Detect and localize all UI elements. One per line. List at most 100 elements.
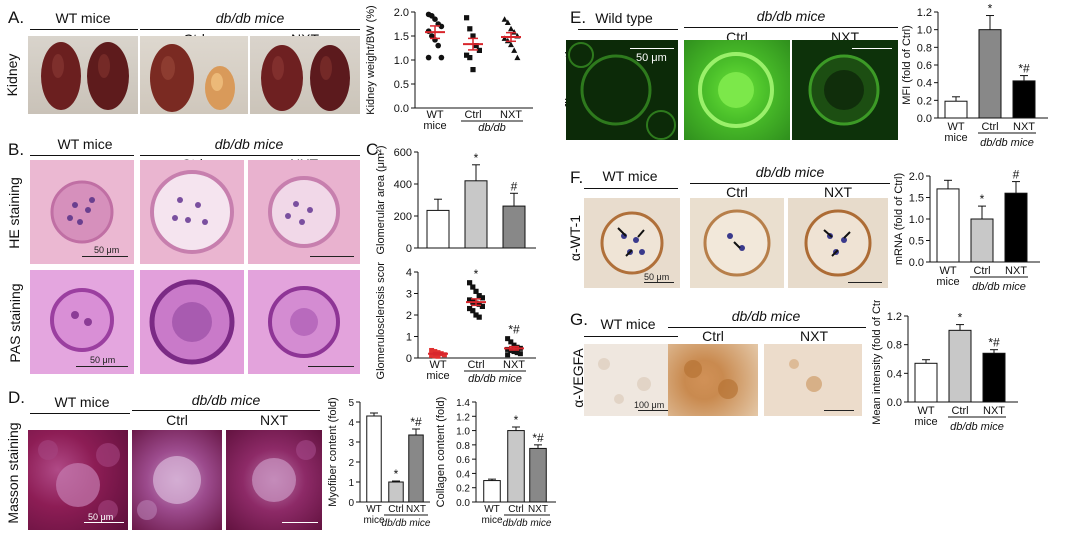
panel-g-label: G. (570, 310, 588, 329)
myofiber-content-x-tick-label: Ctrl (388, 504, 404, 515)
mfi-sig-label: * (988, 2, 993, 16)
glomerulosclerosis-point (505, 346, 511, 352)
mfi-y-label: MFI (fold of Ctrl) (901, 25, 913, 104)
kidney-weight-y-tick-label: 0.5 (394, 79, 409, 91)
glomerulosclerosis-point (467, 305, 473, 312)
kidney-weight-point (432, 16, 438, 23)
pas-scale-label: 50 μm (90, 355, 116, 365)
collagen-content-bar (483, 480, 501, 503)
mfi-y-tick-label: 0.8 (917, 42, 932, 54)
collagen-content-sig-label: *# (532, 431, 544, 445)
panel-d-db-header: db/db mice (191, 392, 261, 408)
glomerulosclerosis-x-tick-label: NXT (503, 359, 525, 371)
glomerulosclerosis-point (467, 280, 473, 286)
wt1-mrna-sig-label: # (1013, 168, 1020, 182)
kidney-weight-x-tick-label: WT (426, 109, 443, 121)
glomerulosclerosis-y-tick-label: 3 (406, 289, 412, 301)
myofiber-content-y-tick-label: 2 (348, 458, 354, 469)
he-ctrl-image (140, 160, 244, 264)
collagen-content-x-tick-label: Ctrl (508, 504, 524, 515)
vegfa-ctrl-image (668, 344, 758, 416)
kidney-wt-image (28, 36, 138, 114)
kidney-weight-point (435, 42, 441, 49)
vegfa-intensity-bar (982, 352, 1006, 403)
glomerulosclerosis-point (429, 347, 435, 353)
panel-f-nxt-header: NXT (824, 184, 852, 200)
panel-a-db-header: db/db mice (215, 10, 285, 26)
mfi-y-tick-label: 0.0 (917, 113, 932, 125)
glomerulosclerosis-y-tick-label: 1 (406, 332, 412, 344)
panel-b-label: B. (8, 140, 25, 159)
panel-d-ctrl-header: Ctrl (166, 412, 188, 428)
kidney-weight-x-tick-label: NXT (500, 109, 522, 121)
glomerulosclerosis-y-tick-label: 4 (406, 267, 412, 279)
glomerulosclerosis-point (432, 349, 438, 355)
collagen-content-y-tick-label: 1.2 (456, 412, 470, 423)
kidney-weight-point (508, 25, 514, 32)
kidney-weight-point (467, 26, 473, 32)
panel-f-wt-header: WT mice (602, 168, 658, 184)
myofiber-content-x-tick-label: mice (363, 515, 385, 526)
wt1-mrna-bar (1004, 192, 1028, 263)
vegfa-intensity-x-tick-label: Ctrl (951, 405, 968, 417)
panel-f-ctrl-header: Ctrl (726, 184, 748, 200)
panel-a-label: A. (8, 8, 25, 27)
vegfa-intensity-x-tick-label: NXT (983, 405, 1005, 417)
collagen-content-y-tick-label: 0.2 (456, 484, 470, 495)
glomerular-area-y-label: Glomerular area (μm²) (375, 145, 387, 254)
myofiber-content-y-tick-label: 5 (348, 398, 354, 409)
wt1-mrna-y-tick-label: 0.0 (909, 257, 924, 269)
pas-wt-image: 50 μm (30, 270, 134, 374)
wt1-mrna-y-tick-label: 2.0 (909, 171, 924, 183)
glomerulosclerosis-point (476, 301, 482, 307)
he-nxt-image (248, 160, 360, 264)
kidney-weight-point (501, 16, 508, 22)
panel-f-label: F. (570, 168, 584, 187)
glomerulosclerosis-point (470, 284, 476, 290)
glomerulosclerosis-point (435, 353, 441, 359)
collagen-content-sig-label: * (514, 413, 519, 427)
myofiber-content-sig-label: * (394, 467, 399, 481)
vegfa-intensity-y-label: Mean intensity (fold of Ctrl) (871, 300, 883, 425)
panel-d-wt-header: WT mice (54, 394, 110, 410)
kidney-weight-x-tick-label: mice (423, 120, 446, 132)
panel-c-label: C. (366, 140, 383, 159)
wt1-mrna-bar (936, 188, 960, 263)
glomerulosclerosis-point (476, 314, 482, 320)
glomerulosclerosis-sig-label: * (474, 267, 479, 281)
mfi-chart: 0.0 0.2 0.4 0.6 0.8 1.0 1.2 MFI (fold of Ctrl) *… (901, 2, 1048, 149)
wt1-mrna-y-tick-label: 0.5 (909, 236, 924, 248)
glomerular-area-bar (502, 205, 526, 249)
glomerular-area-sig-label: * (474, 151, 479, 165)
mfi-x-tick-label: WT (947, 121, 964, 133)
vegfa-intensity-y-tick-label: 0.0 (887, 397, 902, 409)
kidney-weight-y-tick-label: 2.0 (394, 7, 409, 19)
wt1-wt-image: 50 μm (584, 198, 680, 288)
vegfa-intensity-sig-label: *# (988, 336, 1000, 350)
mfi-x-tick-label: mice (944, 132, 967, 144)
glomerulosclerosis-point (508, 339, 514, 345)
collagen-content-chart: 0.0 0.2 0.4 0.6 0.8 1.0 1.2 1.4 Collagen content… (435, 397, 556, 529)
glomerulosclerosis-point (473, 312, 479, 318)
pas-nxt-image (248, 270, 360, 374)
panel-d-wt-underline (30, 413, 130, 414)
panel-e-wt-header: Wild type (595, 10, 653, 26)
vegfa-scale-label: 100 μm (634, 400, 665, 410)
glomerulosclerosis-x-tick-label: WT (429, 359, 446, 371)
kidney-ctrl-image (140, 36, 248, 114)
panel-d-label: D. (8, 388, 25, 407)
masson-wt-image: 50 μm (28, 430, 128, 530)
wt1-mrna-chart: 0.0 0.5 1.0 1.5 2.0 mRNA (fold of Ctrl) * # WTmi… (893, 168, 1040, 293)
panel-e-wt-underline (578, 29, 678, 30)
collagen-content-y-tick-label: 1.4 (456, 398, 470, 409)
myofiber-content-y-tick-label: 1 (348, 478, 354, 489)
wt1-ctrl-image (690, 198, 784, 288)
panel-d-nxt-header: NXT (260, 412, 288, 428)
collagen-content-y-tick-label: 1.0 (456, 427, 470, 438)
vegfa-intensity-bar (914, 362, 938, 403)
glomerulosclerosis-y-label: Glomerulosclerosis scores (375, 262, 387, 379)
panel-b-db-header: db/db mice (214, 136, 284, 152)
kidney-weight-point (476, 47, 482, 53)
glomerulosclerosis-point (476, 293, 482, 299)
panel-d-db-underline (132, 410, 320, 411)
